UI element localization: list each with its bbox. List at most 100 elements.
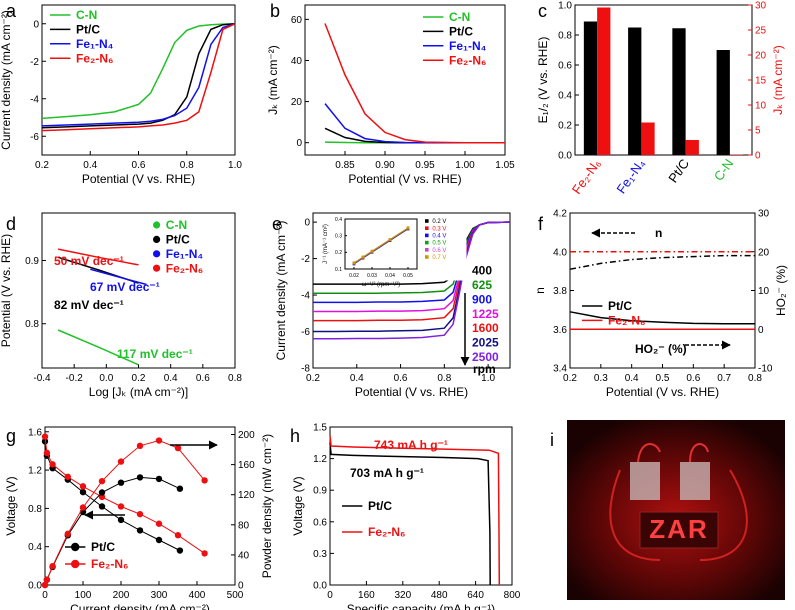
annotation: 703 mA h g⁻¹ — [350, 466, 424, 480]
x-tick-label: 300 — [151, 590, 168, 601]
data-point — [388, 238, 392, 241]
x-tick-label: 0.6 — [132, 160, 146, 171]
series-line — [569, 311, 755, 325]
legend-label: 0.5 V — [432, 241, 446, 247]
x-tick-label: 0.4 — [350, 373, 364, 384]
legend-symbol — [425, 233, 429, 238]
y-tick-label: 0.0 — [558, 151, 572, 162]
photo-panel: ZAR i — [550, 420, 785, 600]
y2-tick-label: 40 — [238, 550, 250, 561]
series-line — [41, 23, 236, 132]
data-point — [136, 474, 144, 481]
data-point — [155, 536, 163, 544]
y-tick-label: 1.5 — [313, 423, 327, 434]
legend-label: Fe₂-N₆ — [368, 525, 405, 539]
y-tick-label: 1.6 — [28, 427, 42, 438]
y2-tick-label: 20 — [755, 51, 767, 62]
legend-label: Pt/C — [608, 299, 632, 313]
legend-label: 2500 — [472, 350, 499, 364]
legend-symbol — [153, 221, 161, 229]
y-tick-label: 0 — [33, 19, 39, 30]
x-axis-label: Log [Jₖ (mA cm⁻²)] — [89, 385, 188, 399]
x-tick-label: 1.0 — [481, 373, 495, 384]
x-axis-label: Potential (V vs. RHE) — [355, 385, 468, 399]
y2-tick-label: 120 — [238, 490, 255, 501]
x-tick-label: 200 — [113, 590, 130, 601]
y2-tick-label: 30 — [758, 209, 770, 220]
series-line — [324, 103, 505, 144]
bar — [716, 50, 730, 155]
legend-label: Fe₂-N₆ — [449, 53, 486, 67]
x-axis-label: Potential (V vs. RHE) — [348, 172, 461, 186]
y-tick-label: 3.4 — [553, 364, 567, 375]
legend-label: Pt/C — [166, 233, 190, 247]
legend-label: 0.6 V — [432, 248, 446, 254]
legend-symbol — [153, 250, 161, 258]
x-tick-label: 0.95 — [415, 160, 435, 171]
y-tick-label: 0.1 — [335, 267, 342, 273]
y-tick-label: 0.4 — [558, 91, 572, 102]
annotation: 82 mV dec⁻¹ — [54, 298, 124, 312]
data-point — [406, 226, 410, 229]
data-point — [117, 516, 125, 524]
legend-label: 1600 — [472, 321, 499, 335]
data-point — [136, 442, 144, 450]
panel-letter: f — [538, 214, 544, 234]
battery — [630, 462, 660, 500]
y-tick-label: 20 — [291, 97, 303, 108]
y2-tick-label: 15 — [755, 76, 767, 87]
y-tick-label: 0 — [296, 138, 302, 149]
y-tick-label: 0.2 — [335, 250, 342, 256]
y-axis-label: n — [533, 287, 547, 294]
legend-label: 0.2 V — [432, 219, 446, 225]
y-axis-label: E₁/₂ (V vs. RHE) — [536, 37, 550, 124]
y-axis-label: Potential (V vs. RHE) — [0, 234, 13, 347]
y-axis-label: J⁻¹ (mA⁻¹ cm²) — [323, 224, 329, 264]
annotation: n — [655, 226, 662, 240]
x-tick-label: 0.03 — [367, 273, 377, 279]
x-tick-label: -0.2 — [66, 373, 84, 384]
y-tick-label: 0.8 — [28, 504, 42, 515]
y2-axis-label: Powder density (mW cm⁻²) — [260, 434, 274, 578]
plot-frame — [41, 4, 236, 156]
plot-frame — [44, 426, 236, 586]
bar — [628, 27, 642, 155]
legend-label: 625 — [472, 278, 492, 292]
data-point — [43, 576, 51, 583]
x-tick-label: 0.4 — [83, 160, 97, 171]
x-tick-label: Fe₁-N₄ — [613, 156, 647, 196]
y-tick-label: 1.2 — [28, 466, 42, 477]
led-text: ZAR — [649, 514, 708, 544]
x-tick-label: 0.2 — [35, 160, 49, 171]
legend-label: Fe₁-N₄ — [449, 39, 487, 53]
x-tick-label: 0.8 — [228, 373, 242, 384]
panel-letter: a — [6, 1, 17, 21]
x-tick-label: 0.8 — [180, 160, 194, 171]
plot-frame — [304, 4, 506, 156]
x-tick-label: 0.6 — [196, 373, 210, 384]
legend-symbol — [71, 559, 80, 569]
y-tick-label: -2 — [301, 254, 310, 265]
x-tick-label: 0.02 — [349, 273, 359, 279]
data-point — [136, 527, 144, 534]
y2-tick-label: 20 — [758, 247, 770, 258]
y2-tick-label: 5 — [755, 126, 761, 137]
y-tick-label: 3.6 — [553, 325, 567, 336]
data-point — [370, 249, 374, 253]
x-tick-label: 0.3 — [594, 373, 608, 384]
x-tick-label: 100 — [75, 590, 92, 601]
data-point — [176, 547, 184, 554]
plot-frame — [344, 218, 418, 270]
y-axis-label: Voltage (V) — [4, 476, 18, 535]
y-tick-label: -6 — [301, 327, 310, 338]
data-point — [64, 530, 72, 538]
data-point — [201, 477, 208, 484]
x-tick-label: 0.0 — [99, 373, 113, 384]
legend-symbol — [425, 226, 429, 230]
y2-tick-label: 200 — [238, 430, 255, 441]
legend-label: C-N — [449, 10, 470, 24]
series-line — [329, 442, 491, 586]
x-tick-label: 0.6 — [394, 373, 408, 384]
data-point — [155, 475, 163, 483]
legend-label: Pt/C — [449, 25, 473, 39]
